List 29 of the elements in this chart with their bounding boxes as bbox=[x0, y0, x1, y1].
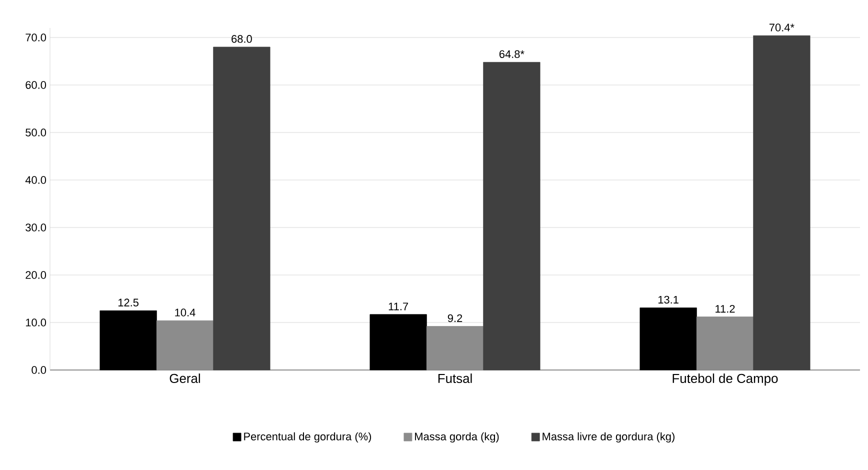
bar bbox=[213, 46, 270, 370]
data-label: 68.0 bbox=[232, 35, 252, 43]
bar bbox=[156, 320, 214, 370]
data-label: 9.2 bbox=[448, 314, 462, 322]
legend-label: Massa gorda (kg) bbox=[415, 432, 499, 443]
y-tick-label: 20.0 bbox=[26, 271, 46, 279]
x-tick-label: Futebol de Campo bbox=[672, 374, 778, 386]
y-tick-label: 60.0 bbox=[26, 81, 46, 89]
data-label: 11.2 bbox=[716, 304, 735, 313]
y-tick-label: 0.0 bbox=[32, 366, 46, 374]
bar bbox=[426, 326, 484, 370]
y-tick-label: 50.0 bbox=[26, 128, 46, 136]
data-label: 11.7 bbox=[388, 302, 408, 310]
data-label: 64.8* bbox=[499, 50, 524, 58]
x-tick-label: Geral bbox=[170, 374, 200, 384]
y-tick-label: 40.0 bbox=[25, 176, 46, 184]
y-tick-label: 30.0 bbox=[26, 224, 46, 232]
data-label: 10.4 bbox=[175, 308, 196, 316]
y-tick-label: 70.0 bbox=[26, 34, 46, 42]
bar bbox=[753, 35, 810, 370]
y-tick-label: 10.0 bbox=[26, 318, 46, 326]
data-label: 12.5 bbox=[118, 298, 138, 306]
x-tick-label: Futsal bbox=[438, 374, 472, 384]
bar bbox=[483, 62, 540, 370]
bar bbox=[696, 316, 754, 370]
legend-label: Massa livre de gordura (kg) bbox=[542, 432, 674, 443]
legend-label: Percentual de gordura (%) bbox=[244, 432, 372, 443]
data-label: 13.1 bbox=[658, 296, 678, 304]
data-label: 70.4* bbox=[769, 24, 794, 32]
